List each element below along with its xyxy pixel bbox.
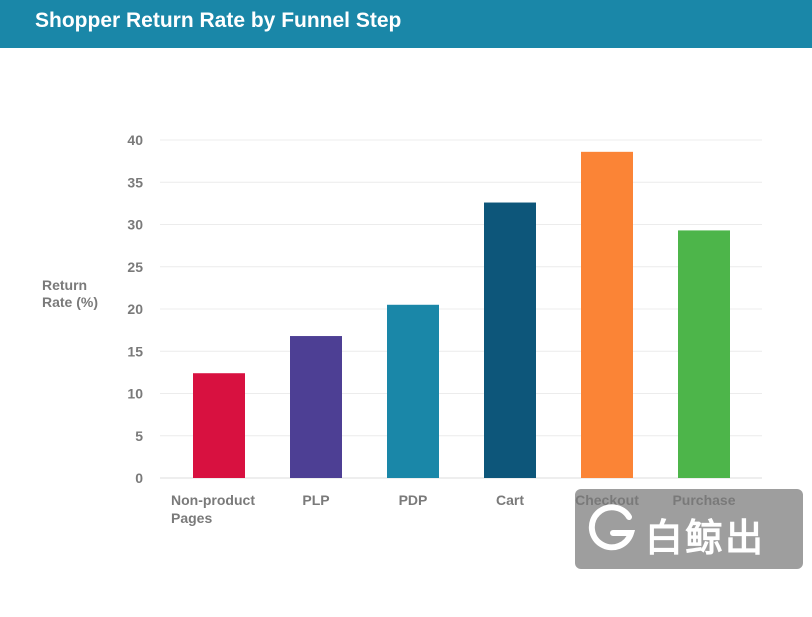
bar-chart: 0 5 10 15 20 25 30 35 40 Return Rate (%) Non-produc… [42,132,762,526]
x-tick-label: Non-product Pages [171,492,255,526]
x-tick-label: PDP [399,492,428,508]
bar [193,373,245,478]
y-tick-label: 0 [135,470,143,486]
x-tick-label: PLP [302,492,329,508]
y-tick-label: 30 [127,217,143,233]
bar [387,304,439,478]
y-tick-label: 10 [127,386,143,402]
bar [290,336,342,478]
bar [581,151,633,478]
x-tick-label-line: Non-product [171,492,255,508]
y-tick-label: 40 [127,132,143,148]
y-axis-label: Return Rate (%) [42,277,98,310]
y-axis-label-line: Rate (%) [42,294,98,310]
x-tick-label-line: PDP [399,492,428,508]
bar [484,202,536,478]
y-axis-label-line: Return [42,277,87,293]
watermark-text: 白鲸出海 [645,516,766,615]
title-bar: Shopper Return Rate by Funnel Step [0,0,812,48]
x-tick-label: Cart [496,492,524,508]
y-tick-label: 25 [127,259,143,275]
y-tick-label: 35 [127,174,143,190]
x-tick-label-line: Cart [496,492,524,508]
chart-title: Shopper Return Rate by Funnel Step [35,9,402,32]
y-tick-label: 5 [135,428,143,444]
bar [678,230,730,478]
watermark: 白鲸出海 [575,489,803,615]
x-tick-label-line: Pages [171,510,212,526]
y-tick-label: 20 [127,301,143,317]
y-tick-label: 15 [127,343,143,359]
g-logo-icon [588,504,636,551]
x-tick-label-line: PLP [302,492,329,508]
